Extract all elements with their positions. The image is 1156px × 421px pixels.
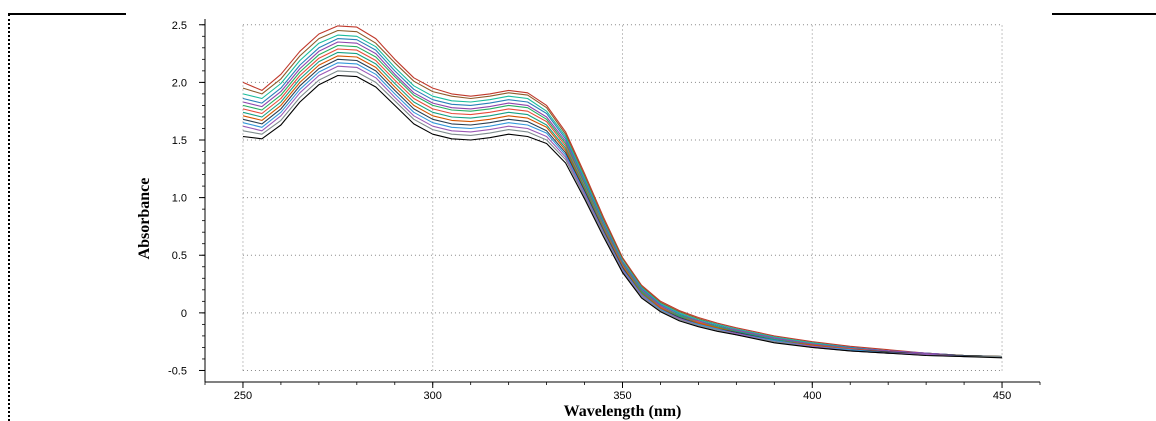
y-tick-label: 1.0 [172,193,187,205]
x-tick-label: 400 [803,390,821,402]
left-dotted-border [8,14,10,421]
spectrum-line-1 [242,25,1003,358]
x-axis-title: Wavelength (nm) [564,403,682,420]
spectrum-line-5 [242,41,1003,358]
y-tick-label: 2.0 [172,77,187,89]
x-tick-label: 250 [234,390,252,402]
spectrum-line-10 [242,58,1003,358]
spectrum-line-14 [242,74,1003,359]
y-axis-title: Absorbance [136,178,153,260]
y-tick-label: 1.5 [172,135,187,147]
x-tick-label: 450 [993,390,1011,402]
spectrum-line-3 [242,34,1003,358]
series-group [242,25,1003,359]
top-rule-right [1052,13,1156,15]
y-tick-label: 2.5 [172,20,187,32]
x-tick-label: 350 [613,390,631,402]
axes [204,19,1040,383]
top-rule-left [8,13,126,15]
grid [242,24,1003,371]
spectrum-line-9 [242,55,1003,358]
y-tick-label: -0.5 [168,365,187,377]
ticks: -0.5 0 0.5 1.0 1.5 2.0 2.5 250 300 350 400 450 [168,20,1041,402]
y-tick-label: 0.5 [172,250,187,262]
spectrum-line-11 [242,62,1002,358]
x-tick-label: 300 [424,390,442,402]
y-tick-label: 0 [181,308,187,320]
